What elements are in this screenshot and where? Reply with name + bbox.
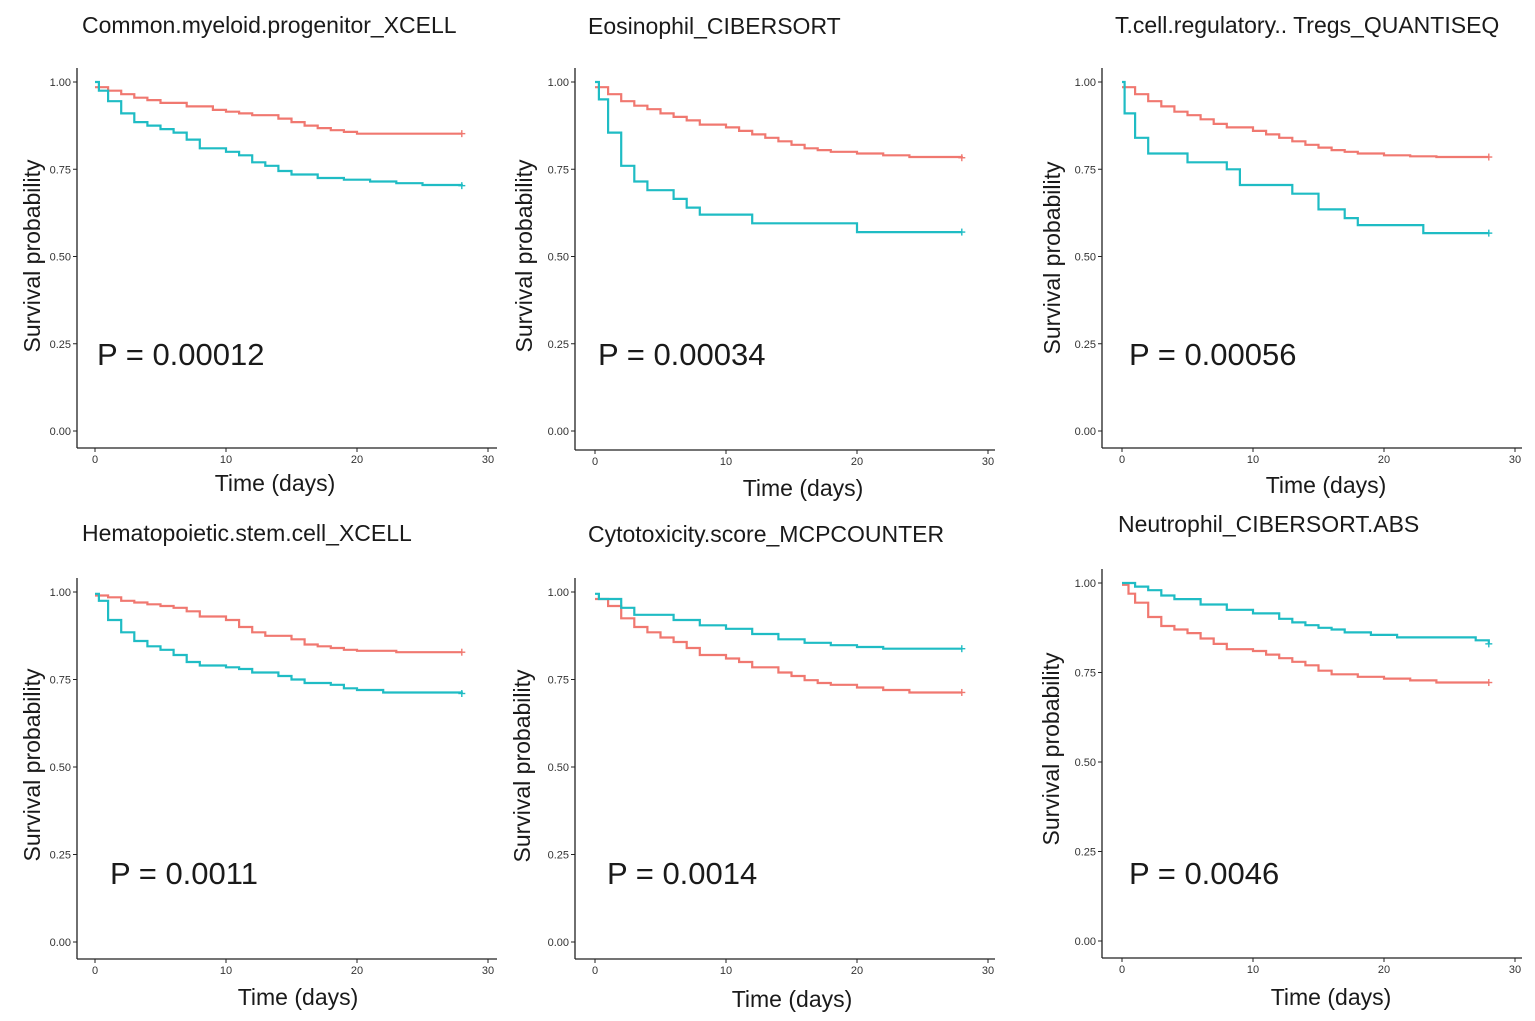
chart-title: Cytotoxicity.score_MCPCOUNTER [588, 521, 944, 547]
y-tick-label: 0.75 [50, 164, 71, 176]
survival-curve-red [95, 86, 462, 135]
survival-curve-teal [95, 592, 463, 694]
y-tick-label: 0.50 [548, 762, 569, 774]
x-tick-label: 20 [1378, 964, 1390, 976]
chart-panel-4: Hematopoietic.stem.cell_XCELL 0.00 0.25 0.5… [19, 520, 497, 1010]
y-tick-label: 0.00 [50, 426, 71, 438]
x-tick-label: 30 [982, 456, 994, 468]
x-tick-label: 0 [92, 454, 98, 466]
survival-curve-teal [95, 80, 463, 187]
y-tick-label: 0.25 [50, 850, 71, 862]
y-tick-label: 1.00 [50, 587, 71, 599]
survival-curve-teal [595, 592, 962, 650]
x-axis-label: Time (days) [732, 986, 853, 1012]
x-tick-label: 20 [1378, 454, 1390, 466]
x-tick-label: 30 [482, 454, 494, 466]
y-tick-label: 0.25 [1075, 339, 1096, 351]
y-axis-label: Survival probability [19, 159, 45, 353]
p-value-annotation: P = 0.00056 [1129, 337, 1297, 372]
x-axis-label: Time (days) [1266, 472, 1387, 498]
chart-title: Eosinophil_CIBERSORT [588, 13, 841, 39]
survival-curve-red [95, 594, 462, 654]
x-axis-label: Time (days) [215, 470, 336, 496]
x-tick-label: 0 [592, 456, 598, 468]
y-tick-label: 0.50 [1075, 757, 1096, 769]
y-tick-label: 0.00 [1075, 936, 1096, 948]
x-tick-label: 30 [1509, 964, 1521, 976]
x-axis-label: Time (days) [743, 475, 864, 501]
survival-curve-teal [1122, 80, 1489, 235]
p-value-annotation: P = 0.0046 [1129, 856, 1279, 891]
x-tick-label: 30 [1509, 454, 1521, 466]
y-tick-label: 0.00 [50, 937, 71, 949]
p-value-annotation: P = 0.0014 [607, 856, 757, 891]
y-tick-label: 0.25 [548, 339, 569, 351]
p-value-annotation: P = 0.00012 [97, 337, 265, 372]
y-tick-label: 0.25 [548, 850, 569, 862]
chart-panel-3: T.cell.regulatory.. Tregs_QUANTISEQ 0.00 0… [1039, 12, 1522, 498]
x-axis-label: Time (days) [1271, 984, 1392, 1010]
y-tick-label: 0.00 [1075, 426, 1096, 438]
survival-curve-teal [1122, 581, 1490, 644]
y-tick-label: 0.00 [548, 426, 569, 438]
y-tick-label: 0.00 [548, 937, 569, 949]
x-tick-label: 30 [482, 965, 494, 977]
x-tick-label: 20 [851, 456, 863, 468]
y-tick-label: 1.00 [548, 77, 569, 89]
y-tick-label: 1.00 [50, 77, 71, 89]
y-axis-label: Survival probability [509, 669, 535, 863]
p-value-annotation: P = 0.0011 [110, 856, 258, 891]
y-tick-label: 0.75 [548, 164, 569, 176]
chart-panel-5: Cytotoxicity.score_MCPCOUNTER 0.00 0.25 0.5… [509, 521, 995, 1012]
y-tick-label: 1.00 [1075, 578, 1096, 590]
y-axis-label: Survival probability [19, 668, 45, 862]
p-value-annotation: P = 0.00034 [598, 337, 766, 372]
y-tick-label: 1.00 [1075, 77, 1096, 89]
x-tick-label: 0 [592, 965, 598, 977]
y-tick-label: 0.25 [50, 339, 71, 351]
y-tick-label: 0.25 [1075, 847, 1096, 859]
chart-panel-6: Neutrophil_CIBERSORT.ABS 0.00 0.25 0.50 0.75… [1038, 511, 1522, 1010]
x-axis-label: Time (days) [238, 984, 359, 1010]
y-tick-label: 0.50 [1075, 252, 1096, 264]
y-axis-label: Survival probability [1038, 652, 1064, 846]
x-tick-label: 10 [720, 965, 732, 977]
y-tick-label: 0.75 [1075, 164, 1096, 176]
chart-title: Common.myeloid.progenitor_XCELL [82, 12, 457, 38]
survival-curve-red [595, 597, 962, 694]
y-tick-label: 0.50 [50, 762, 71, 774]
survival-curve-red [595, 86, 963, 159]
x-tick-label: 0 [1119, 454, 1125, 466]
x-tick-label: 0 [92, 965, 98, 977]
y-tick-label: 0.75 [50, 675, 71, 687]
y-tick-label: 0.50 [548, 252, 569, 264]
x-tick-label: 10 [220, 454, 232, 466]
chart-title: Neutrophil_CIBERSORT.ABS [1118, 511, 1419, 537]
chart-title: T.cell.regulatory.. Tregs_QUANTISEQ [1115, 12, 1499, 38]
survival-curve-red [1122, 86, 1489, 159]
y-axis-label: Survival probability [511, 159, 537, 353]
y-tick-label: 1.00 [548, 587, 569, 599]
x-tick-label: 10 [1247, 964, 1259, 976]
survival-curve-teal [595, 80, 962, 234]
chart-panel-1: Common.myeloid.progenitor_XCELL 0.00 0.25 0… [19, 12, 497, 496]
x-tick-label: 10 [220, 965, 232, 977]
survival-curve-red [1122, 583, 1489, 684]
y-tick-label: 0.50 [50, 252, 71, 264]
x-tick-label: 10 [1247, 454, 1259, 466]
chart-panel-2: Eosinophil_CIBERSORT 0.00 0.25 0.50 0.75 1.00… [511, 13, 995, 501]
x-tick-label: 20 [351, 965, 363, 977]
x-tick-label: 0 [1119, 964, 1125, 976]
chart-title: Hematopoietic.stem.cell_XCELL [82, 520, 412, 546]
y-axis-label: Survival probability [1039, 161, 1065, 355]
x-tick-label: 30 [982, 965, 994, 977]
y-tick-label: 0.75 [548, 675, 569, 687]
x-tick-label: 10 [720, 456, 732, 468]
x-tick-label: 20 [851, 965, 863, 977]
x-tick-label: 20 [351, 454, 363, 466]
y-tick-label: 0.75 [1075, 668, 1096, 680]
